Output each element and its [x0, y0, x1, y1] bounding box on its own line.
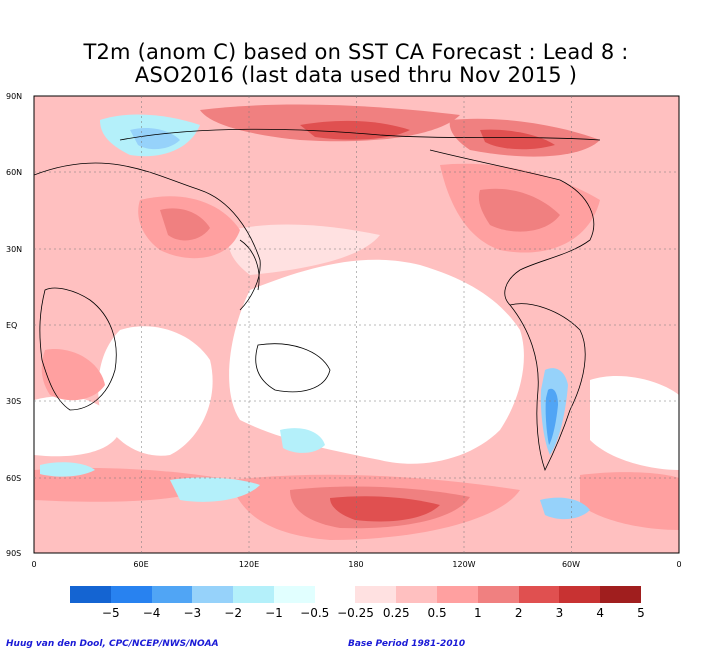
legend-swatch [233, 586, 274, 603]
lat-label: 60S [6, 474, 22, 483]
lat-label: 60N [6, 168, 23, 177]
legend-tick-label: −0.5 [300, 606, 330, 620]
neutral-region [229, 259, 524, 464]
warm-region [478, 188, 560, 232]
legend-swatch [70, 586, 111, 603]
legend-swatch [192, 586, 234, 603]
lon-label: 120W [452, 560, 476, 569]
lon-label: 120E [238, 560, 260, 569]
lat-label: 90N [6, 92, 23, 101]
lat-label: 30N [6, 245, 23, 254]
warm-region [480, 129, 555, 150]
legend-swatch [437, 586, 478, 603]
legend-tick-label: 0.25 [382, 606, 410, 620]
lon-label: 60E [133, 560, 149, 569]
cool-region [170, 477, 260, 502]
legend-tick-label: −3 [183, 606, 202, 620]
legend-swatch [355, 586, 397, 603]
legend-swatch [273, 586, 315, 603]
warm-region [228, 224, 380, 275]
neutral-region [98, 326, 213, 456]
legend-tick-label: 1 [474, 606, 482, 620]
legend-tick-label: 5 [637, 606, 645, 620]
legend-swatch [559, 586, 601, 603]
lon-label: 0 [676, 560, 682, 569]
legend-swatch [477, 586, 519, 603]
legend-tick-label: −4 [142, 606, 161, 620]
legend-swatch [600, 586, 641, 603]
legend-tick-label: 3 [555, 606, 564, 620]
map-title-line2: ASO2016 (last data used thru Nov 2015 ) [134, 63, 578, 87]
lat-label: EQ [6, 321, 18, 330]
legend-tick-label: −0.25 [337, 606, 374, 620]
footer-base-period: Base Period 1981-2010 [348, 639, 466, 649]
legend-tick-label: −5 [101, 606, 120, 620]
legend-tick-label: 2 [514, 606, 523, 620]
lon-label: 60W [561, 560, 581, 569]
legend-swatch [518, 586, 560, 603]
warm-region [580, 472, 679, 530]
color-legend-bar [70, 586, 641, 603]
map-title-line1: T2m (anom C) based on SST CA Forecast : … [83, 40, 629, 64]
legend-swatch [314, 586, 356, 603]
footer-credit: Huug van den Dool, CPC/NCEP/NWS/NOAA [6, 639, 219, 649]
warm-region [41, 349, 105, 401]
legend-tick-label: −2 [224, 606, 242, 620]
legend-tick-label: 4 [596, 606, 605, 620]
cool-region [545, 388, 558, 445]
lon-label: 180 [348, 560, 364, 569]
lat-label: 30S [6, 397, 22, 406]
legend-tick-label: −1 [265, 606, 283, 620]
cool-region [40, 462, 95, 477]
lat-label: 90S [6, 549, 22, 558]
neutral-region [590, 375, 679, 470]
coastlines [34, 128, 601, 472]
warm-region [160, 208, 210, 241]
legend-swatch [396, 586, 438, 603]
neutral-region [34, 396, 120, 457]
legend-swatch [110, 586, 152, 603]
warm-region [330, 496, 440, 522]
legend-tick-label: 0.5 [427, 606, 447, 620]
lon-label: 0 [31, 560, 37, 569]
cool-region [280, 428, 325, 453]
legend-swatch [151, 586, 193, 603]
cool-region [540, 497, 590, 520]
graticule [34, 96, 679, 553]
